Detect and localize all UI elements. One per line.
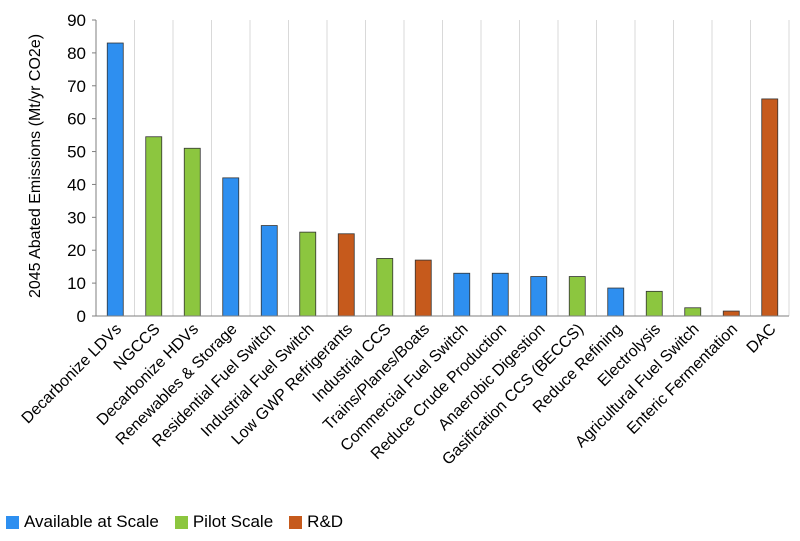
y-axis-title: 2045 Abated Emissions (Mt/yr CO2e) <box>27 34 44 298</box>
legend-swatch-available <box>6 515 19 529</box>
y-tick-label: 30 <box>67 208 86 227</box>
bar-gasification-ccs-beccs- <box>568 276 586 317</box>
y-tick-label: 90 <box>67 11 86 30</box>
y-tick-label: 50 <box>67 143 86 162</box>
legend: Available at Scale Pilot Scale R&D <box>6 512 359 532</box>
legend-label-available: Available at Scale <box>24 512 159 531</box>
legend-item-available: Available at Scale <box>6 512 159 532</box>
bar-electrolysis <box>645 290 663 317</box>
legend-swatch-rd <box>289 515 303 529</box>
y-tick-label: 10 <box>67 274 86 293</box>
legend-label-pilot: Pilot Scale <box>192 512 274 531</box>
bars <box>106 42 779 317</box>
bar-anaerobic-digestion <box>530 276 548 317</box>
legend-item-rd: R&D <box>289 512 343 532</box>
bar-ngccs <box>145 136 163 317</box>
bar-industrial-ccs <box>376 258 394 317</box>
bar-enteric-fermentation <box>722 310 740 317</box>
bar-reduce-refining <box>607 287 625 317</box>
bar-industrial-fuel-switch <box>299 231 317 317</box>
y-tick-label: 80 <box>67 44 86 63</box>
bar-decarbonize-ldvs <box>106 42 124 317</box>
y-tick-label: 20 <box>67 241 86 260</box>
bar-decarbonize-hdvs <box>183 147 201 317</box>
bar-agricultural-fuel-switch <box>684 307 702 317</box>
axes <box>92 19 789 317</box>
bar-trains-planes-boats <box>414 259 432 317</box>
legend-label-rd: R&D <box>307 512 344 531</box>
y-tick-label: 0 <box>77 307 86 326</box>
gridlines <box>95 20 790 316</box>
y-tick-label: 40 <box>67 175 86 194</box>
y-tick-label: 60 <box>67 110 86 129</box>
bar-low-gwp-refrigerants <box>337 233 355 317</box>
x-tick-label: DAC <box>744 321 780 357</box>
bar-residential-fuel-switch <box>260 225 278 317</box>
bar-reduce-crude-production <box>491 272 509 317</box>
bar-dac <box>761 98 779 317</box>
y-tick-labels: 0 10 20 30 40 50 60 70 80 90 <box>67 11 86 326</box>
bar-commercial-fuel-switch <box>453 272 471 317</box>
bar-renewables-storage <box>222 177 240 317</box>
legend-item-pilot: Pilot Scale <box>174 512 274 532</box>
legend-swatch-pilot <box>174 515 188 529</box>
y-tick-label: 70 <box>67 77 86 96</box>
